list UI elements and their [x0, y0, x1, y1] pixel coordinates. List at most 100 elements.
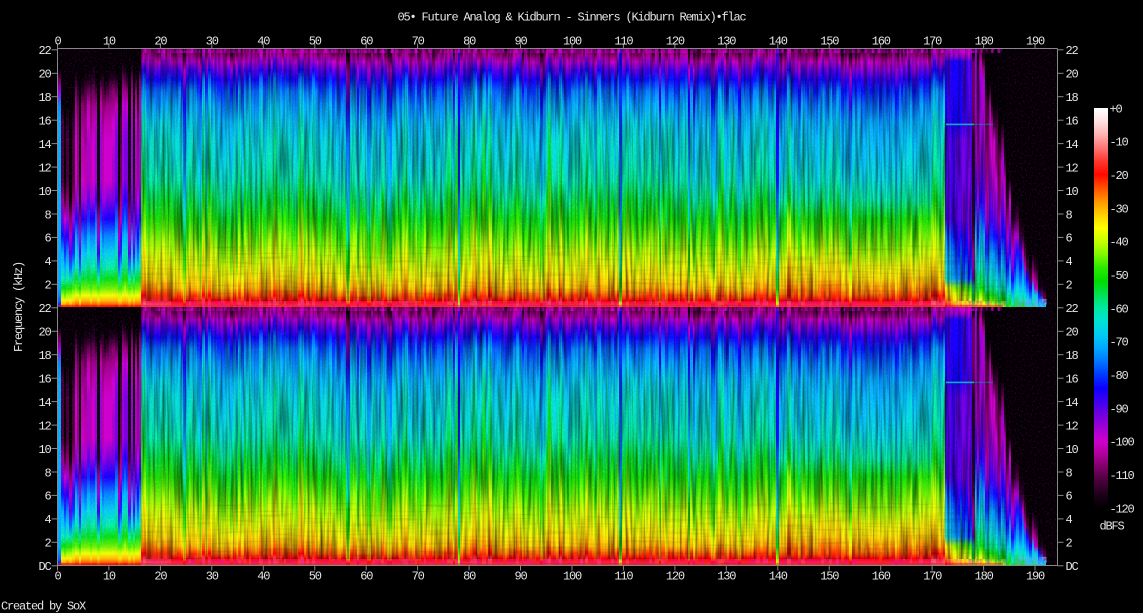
svg-text:100: 100: [563, 570, 582, 584]
svg-text:-110: -110: [1110, 469, 1135, 483]
svg-text:Created by SoX: Created by SoX: [1, 599, 86, 613]
svg-text:-20: -20: [1110, 169, 1129, 183]
svg-text:20: 20: [154, 570, 167, 584]
svg-text:40: 40: [257, 35, 270, 49]
svg-text:-40: -40: [1110, 236, 1129, 250]
svg-text:22: 22: [38, 302, 51, 316]
svg-text:10: 10: [103, 35, 116, 49]
svg-text:4: 4: [44, 513, 51, 527]
svg-text:60: 60: [360, 35, 373, 49]
svg-text:120: 120: [666, 35, 685, 49]
svg-text:8: 8: [44, 466, 51, 480]
svg-text:70: 70: [412, 35, 425, 49]
svg-text:22: 22: [1066, 302, 1079, 316]
svg-text:2: 2: [1066, 537, 1073, 551]
svg-text:14: 14: [38, 396, 51, 410]
svg-text:12: 12: [38, 161, 51, 175]
svg-text:10: 10: [38, 185, 51, 199]
svg-text:180: 180: [975, 570, 994, 584]
svg-text:160: 160: [872, 35, 891, 49]
svg-text:2: 2: [44, 537, 51, 551]
svg-text:22: 22: [1066, 44, 1079, 58]
svg-text:70: 70: [412, 570, 425, 584]
svg-text:18: 18: [1066, 91, 1079, 105]
svg-text:2: 2: [1066, 279, 1073, 293]
svg-text:-100: -100: [1110, 436, 1135, 450]
svg-text:20: 20: [38, 68, 51, 82]
svg-text:120: 120: [666, 570, 685, 584]
svg-text:170: 170: [923, 35, 942, 49]
svg-text:140: 140: [769, 570, 788, 584]
svg-text:20: 20: [38, 326, 51, 340]
svg-text:140: 140: [769, 35, 788, 49]
svg-text:16: 16: [38, 115, 51, 129]
svg-text:20: 20: [1066, 68, 1079, 82]
svg-text:16: 16: [1066, 373, 1079, 387]
svg-text:10: 10: [103, 570, 116, 584]
svg-text:8: 8: [1066, 208, 1073, 222]
svg-text:30: 30: [206, 570, 219, 584]
svg-text:6: 6: [44, 232, 51, 246]
svg-text:-80: -80: [1110, 369, 1129, 383]
svg-text:6: 6: [44, 490, 51, 504]
svg-text:8: 8: [1066, 466, 1073, 480]
svg-text:-60: -60: [1110, 302, 1129, 316]
svg-text:50: 50: [309, 570, 322, 584]
svg-text:DC: DC: [1066, 560, 1079, 574]
svg-text:+0: +0: [1110, 102, 1123, 116]
svg-text:90: 90: [514, 35, 527, 49]
svg-text:22: 22: [38, 44, 51, 58]
svg-text:110: 110: [614, 570, 633, 584]
svg-text:60: 60: [360, 570, 373, 584]
svg-text:20: 20: [1066, 326, 1079, 340]
svg-text:190: 190: [1026, 35, 1045, 49]
svg-text:40: 40: [257, 570, 270, 584]
svg-text:100: 100: [563, 35, 582, 49]
svg-text:12: 12: [38, 419, 51, 433]
svg-text:4: 4: [44, 255, 51, 269]
svg-text:190: 190: [1026, 570, 1045, 584]
svg-text:6: 6: [1066, 490, 1073, 504]
svg-text:160: 160: [872, 570, 891, 584]
svg-text:Frequency (kHz): Frequency (kHz): [12, 262, 26, 352]
svg-text:90: 90: [514, 570, 527, 584]
svg-text:14: 14: [1066, 396, 1079, 410]
svg-text:16: 16: [1066, 115, 1079, 129]
svg-text:50: 50: [309, 35, 322, 49]
svg-text:8: 8: [44, 208, 51, 222]
svg-text:18: 18: [1066, 349, 1079, 363]
svg-text:18: 18: [38, 349, 51, 363]
svg-text:14: 14: [1066, 138, 1079, 152]
svg-text:2: 2: [44, 279, 51, 293]
svg-text:12: 12: [1066, 419, 1079, 433]
svg-text:180: 180: [975, 35, 994, 49]
svg-text:-50: -50: [1110, 269, 1129, 283]
svg-text:16: 16: [38, 373, 51, 387]
svg-text:110: 110: [614, 35, 633, 49]
svg-text:14: 14: [38, 138, 51, 152]
svg-text:10: 10: [1066, 443, 1079, 457]
svg-text:0: 0: [54, 35, 61, 49]
svg-text:20: 20: [154, 35, 167, 49]
svg-text:05• Future Analog & Kidburn -: 05• Future Analog & Kidburn - Sinners (K…: [397, 11, 746, 25]
svg-text:4: 4: [1066, 255, 1073, 269]
svg-text:-30: -30: [1110, 202, 1129, 216]
svg-text:10: 10: [1066, 185, 1079, 199]
svg-text:80: 80: [463, 35, 476, 49]
svg-text:150: 150: [820, 35, 839, 49]
svg-text:4: 4: [1066, 513, 1073, 527]
svg-text:-70: -70: [1110, 336, 1129, 350]
svg-text:10: 10: [38, 443, 51, 457]
svg-text:dBFS: dBFS: [1100, 520, 1125, 534]
svg-text:-10: -10: [1110, 136, 1129, 150]
svg-text:150: 150: [820, 570, 839, 584]
svg-text:30: 30: [206, 35, 219, 49]
svg-text:18: 18: [38, 91, 51, 105]
svg-text:6: 6: [1066, 232, 1073, 246]
svg-text:DC: DC: [38, 560, 51, 574]
svg-text:130: 130: [717, 35, 736, 49]
svg-text:130: 130: [717, 570, 736, 584]
svg-text:12: 12: [1066, 161, 1079, 175]
svg-text:80: 80: [463, 570, 476, 584]
svg-text:-90: -90: [1110, 402, 1129, 416]
